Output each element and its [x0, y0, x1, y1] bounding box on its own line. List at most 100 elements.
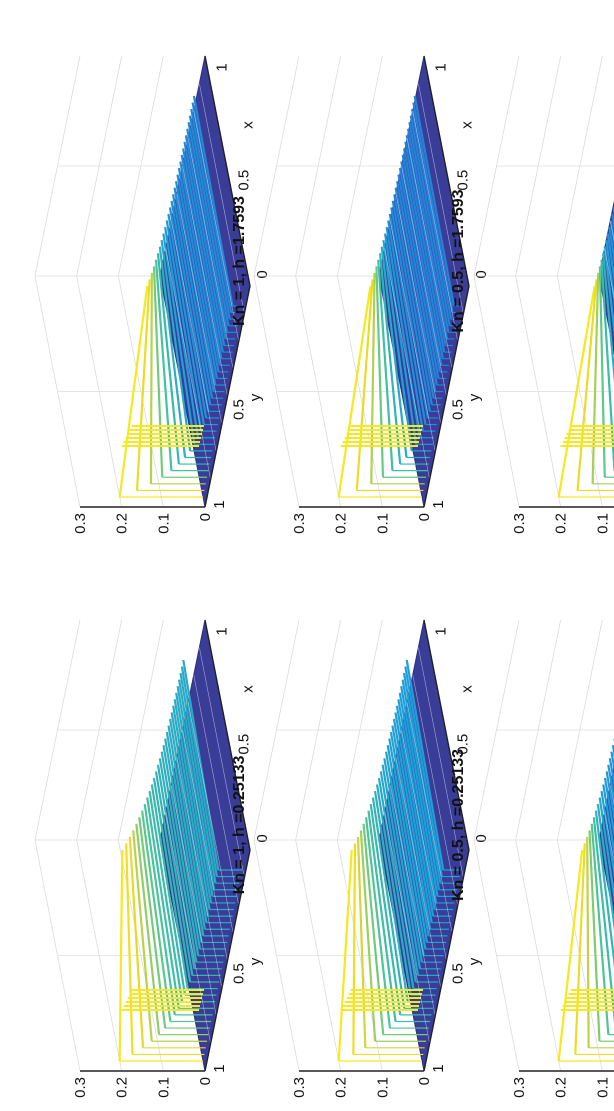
- surface-strip: [160, 239, 192, 452]
- x-axis-label: x: [240, 121, 257, 129]
- surface-strip: [602, 784, 614, 996]
- surface-strip: [380, 246, 408, 458]
- mesh-line: [165, 248, 211, 480]
- x-axis-line: [423, 619, 470, 851]
- surface-strip: [143, 803, 176, 1016]
- x-tick-label: 0: [473, 270, 490, 278]
- surface-strip: [173, 187, 214, 399]
- surface-strip: [387, 220, 424, 432]
- surface-strip: [603, 246, 614, 458]
- surface: [118, 647, 245, 1062]
- mesh-line: [193, 674, 240, 906]
- surface-strip: [398, 692, 438, 904]
- y-tick-label: 1: [430, 1064, 447, 1072]
- surface-strip: [186, 128, 227, 340]
- surface-strip: [602, 253, 614, 465]
- mesh-line: [412, 674, 459, 906]
- mesh-line: [418, 647, 464, 878]
- z-tick-label: 0.3: [291, 513, 308, 534]
- surface-strip: [391, 725, 430, 937]
- surface-strip: [381, 764, 420, 976]
- surface-strip: [384, 233, 418, 445]
- z-tick-label: 0: [416, 513, 433, 521]
- surface-strip: [377, 259, 394, 471]
- z-tick-label: 0.2: [114, 1077, 131, 1098]
- mesh-line: [176, 757, 223, 989]
- surface-strip: [179, 672, 217, 884]
- surface-strip: [603, 777, 614, 989]
- surface-strip: [596, 803, 614, 1016]
- surface-strip: [362, 823, 385, 1035]
- surface-strip: [605, 239, 614, 452]
- z-tick-label: 0.3: [291, 1077, 308, 1098]
- surface-strip: [118, 285, 149, 498]
- z-tick-label: 0.2: [553, 1077, 570, 1098]
- surface-strip: [176, 686, 214, 897]
- z-tick-label: 0: [197, 1077, 214, 1085]
- mesh-line: [418, 83, 464, 314]
- surface-strip: [179, 161, 220, 373]
- surface-strip: [388, 738, 427, 950]
- mesh-line: [401, 165, 447, 397]
- surface-strip: [594, 810, 614, 1022]
- x-tick-label: 1: [432, 63, 449, 71]
- mesh-line: [412, 110, 459, 342]
- z-tick-label: 0: [416, 1077, 433, 1085]
- surface-strip: [398, 167, 440, 379]
- surface-strip: [146, 797, 180, 1009]
- surface-strip: [167, 725, 205, 937]
- surface-strip: [118, 849, 124, 1062]
- surface-strip: [373, 790, 409, 1002]
- surface-strip: [383, 758, 422, 969]
- surface-strip: [389, 731, 429, 943]
- surface-strip: [402, 148, 444, 359]
- mesh-line: [165, 812, 211, 1044]
- y-tick-label: 1: [211, 500, 228, 508]
- panel-title: Kn = 0.5, h =0.25133: [450, 749, 467, 901]
- surface-strip: [382, 239, 413, 452]
- surface: [337, 83, 464, 498]
- surface-strip: [598, 797, 614, 1009]
- surface-strip: [367, 810, 397, 1022]
- surface-strip: [148, 790, 184, 1002]
- z-tick-label: 0.3: [72, 513, 89, 534]
- surface-strip: [401, 154, 443, 366]
- surface-strip: [590, 823, 610, 1035]
- mesh-line: [401, 729, 447, 961]
- mesh-line: [187, 702, 234, 933]
- surface-strip: [404, 141, 446, 353]
- surface-strip: [586, 836, 590, 1048]
- surface-strip: [378, 253, 402, 465]
- mesh-line: [199, 647, 245, 878]
- surface-strip: [391, 200, 432, 412]
- z-tick-label: 0.2: [553, 513, 570, 534]
- x-axis-line: [423, 55, 470, 287]
- surface-strip: [409, 115, 451, 326]
- surface-strip: [397, 699, 436, 910]
- surface: [557, 738, 614, 1062]
- surface-strip: [125, 843, 134, 1055]
- z-tick-label: 0.3: [511, 1077, 528, 1098]
- x-tick-label: 0.5: [454, 170, 471, 191]
- x-tick-label: 1: [213, 627, 230, 635]
- z-tick-label: 0.2: [333, 1077, 350, 1098]
- surface-strip: [396, 180, 437, 392]
- mesh-line: [406, 702, 453, 933]
- mesh-line: [406, 138, 453, 369]
- z-tick-label: 0: [197, 513, 214, 521]
- surface: [557, 200, 614, 498]
- surface-strip: [412, 102, 454, 313]
- x-tick-label: 0.5: [235, 734, 252, 755]
- surface-strip: [395, 705, 435, 917]
- surface-strip: [135, 823, 161, 1035]
- x-axis-line: [204, 619, 251, 851]
- z-tick-label: 0.1: [155, 1077, 172, 1098]
- y-tick-label: 0.5: [449, 963, 466, 984]
- z-tick-label: 0.1: [155, 513, 172, 534]
- surface-strip: [385, 226, 421, 438]
- surface-strip: [392, 718, 432, 930]
- surface-strip: [152, 777, 189, 989]
- mesh-line: [395, 193, 442, 425]
- surface-strip: [397, 174, 438, 386]
